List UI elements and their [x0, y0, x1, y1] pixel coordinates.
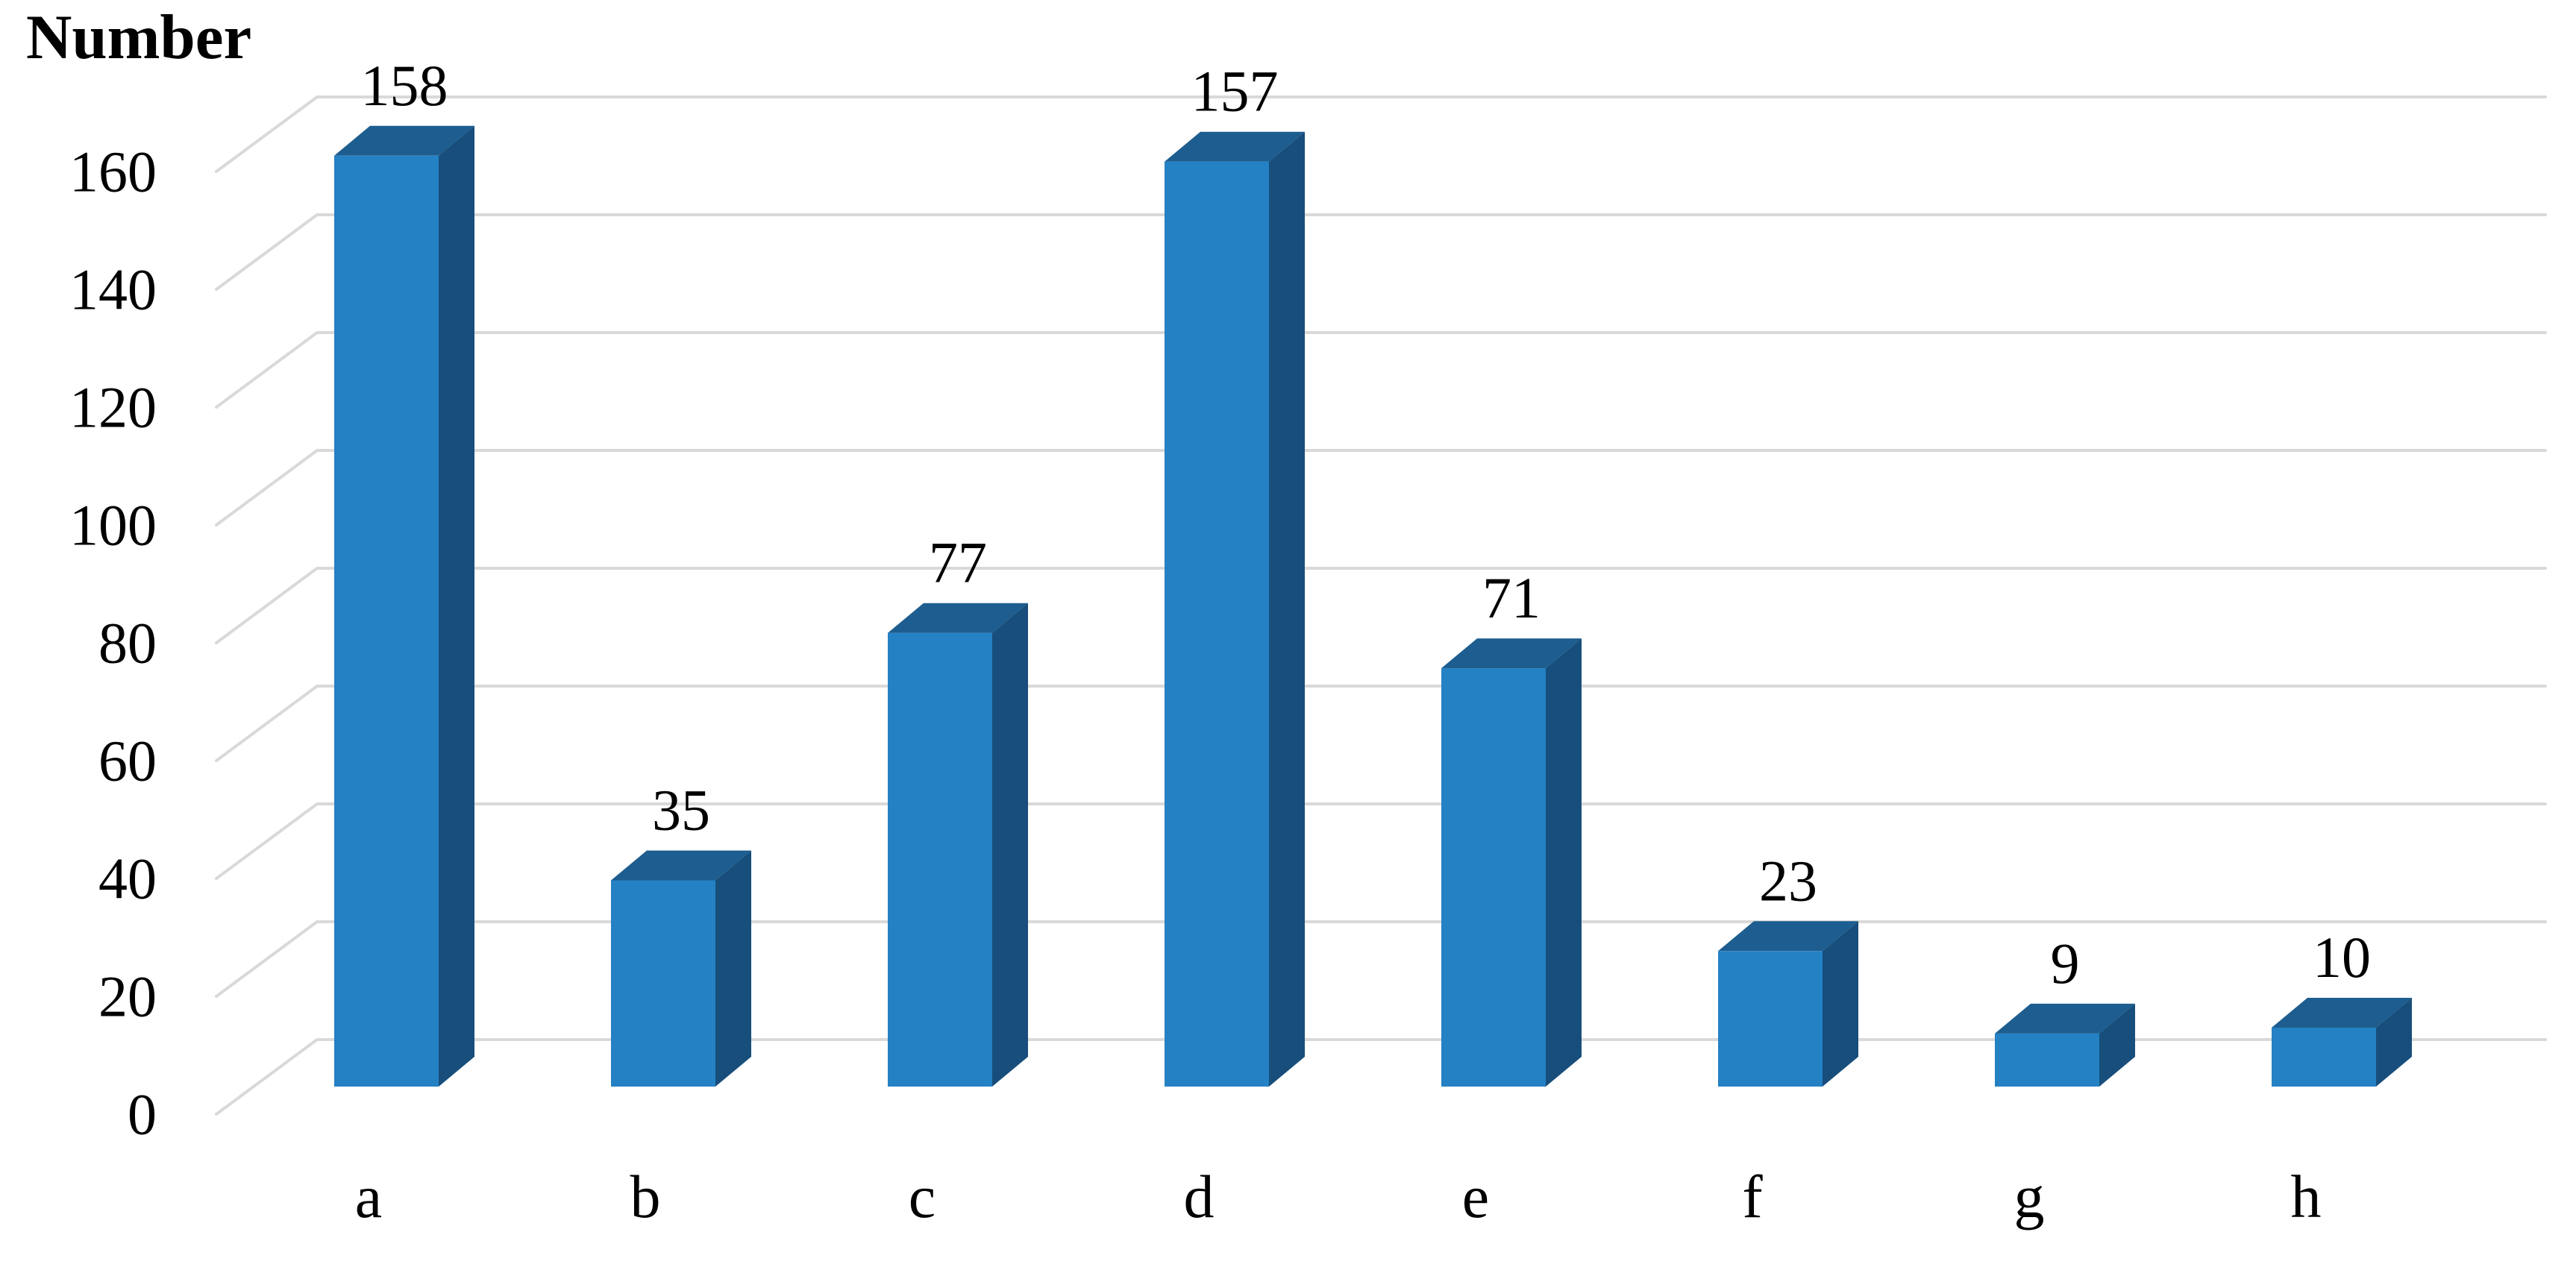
bar-side-face [2376, 998, 2412, 1087]
y-tick-label-140: 140 [69, 257, 157, 322]
y-tick-label-100: 100 [69, 493, 157, 558]
y-tick-label-80: 80 [98, 611, 157, 676]
y-tick-label-60: 60 [98, 729, 157, 793]
gridline-60 [215, 685, 2547, 762]
x-category-label-g: g [2014, 1163, 2045, 1230]
bar-g [1995, 1003, 2135, 1087]
x-category-label-d: d [1184, 1163, 1215, 1230]
bar-top-face [888, 603, 1028, 633]
x-category-label-h: h [2291, 1163, 2322, 1230]
bar-top-face [1718, 921, 1858, 952]
bar-front-face [1995, 1033, 2099, 1087]
bar-front-face [1441, 668, 1546, 1087]
gridline-40 [215, 802, 2547, 880]
gridline-120 [215, 331, 2547, 409]
x-category-label-e: e [1462, 1163, 1489, 1230]
x-category-label-b: b [630, 1163, 661, 1230]
gridline-140 [215, 213, 2547, 291]
bar-side-face [1269, 131, 1305, 1087]
x-category-label-f: f [1742, 1163, 1763, 1230]
bar-top-face [2272, 998, 2412, 1028]
bar-side-face [1546, 638, 1582, 1087]
bar-front-face [1165, 161, 1269, 1087]
y-tick-label-0: 0 [128, 1082, 157, 1147]
bar-front-face [334, 155, 439, 1087]
bar-d [1165, 131, 1305, 1087]
gridline-100 [215, 449, 2547, 527]
bar-value-label-a: 158 [361, 53, 448, 118]
bar-side-face [439, 125, 474, 1087]
bar-value-label-g: 9 [2051, 931, 2080, 996]
bar-e [1441, 638, 1582, 1087]
gridline-80 [215, 567, 2547, 644]
bar-top-face [1165, 131, 1305, 162]
bar-value-label-f: 23 [1759, 848, 1817, 913]
x-category-label-a: a [355, 1163, 382, 1230]
bar-front-face [888, 632, 992, 1087]
bar-f [1718, 921, 1858, 1087]
gridlines-layer [215, 95, 2547, 1116]
gridline-20 [215, 920, 2547, 998]
bar-front-face [1718, 951, 1823, 1087]
bar-a [334, 125, 474, 1087]
bar-side-face [2099, 1003, 2135, 1087]
bar-top-face [334, 125, 474, 156]
bar-value-label-h: 10 [2313, 925, 2371, 990]
gridline-160 [215, 95, 2547, 173]
labels-layer: 0 20 40 60 80 100 120 140 160 158 a 35 b 77 c 157 d 71 e 23… [69, 53, 2371, 1230]
bar-top-face [1995, 1003, 2135, 1034]
bar-h [2272, 998, 2412, 1087]
bar-side-face [1823, 921, 1858, 1087]
gridline-0 [215, 1038, 2547, 1116]
bar-b [611, 850, 751, 1087]
bar-c [888, 603, 1028, 1087]
axis-title: Number [26, 2, 251, 72]
bar-side-face [992, 603, 1028, 1087]
bar-value-label-d: 157 [1191, 59, 1279, 124]
bar-value-label-c: 77 [929, 530, 987, 595]
bar-front-face [2272, 1028, 2376, 1087]
bar-side-face [715, 850, 751, 1087]
bar-front-face [611, 880, 715, 1087]
y-tick-label-20: 20 [98, 964, 157, 1029]
bars-layer [334, 125, 2412, 1087]
x-category-label-c: c [909, 1163, 936, 1230]
bar-top-face [611, 850, 751, 881]
bar-top-face [1441, 638, 1582, 669]
y-tick-label-40: 40 [98, 846, 157, 911]
bar-value-label-e: 71 [1482, 565, 1541, 630]
y-tick-label-160: 160 [69, 139, 157, 204]
bar-value-label-b: 35 [652, 778, 710, 843]
y-tick-label-120: 120 [69, 375, 157, 440]
